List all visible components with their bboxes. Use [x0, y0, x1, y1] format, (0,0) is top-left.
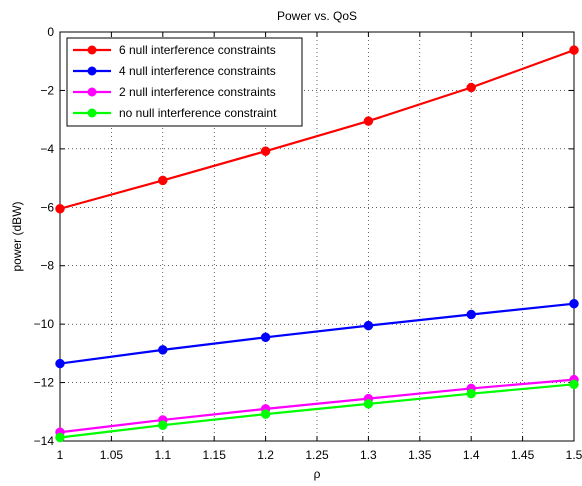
series-line	[59, 383, 575, 439]
legend-item: 2 null interference constraints	[73, 85, 276, 99]
x-tick-label: 1.05	[100, 448, 124, 462]
y-tick-label: −2	[40, 83, 54, 97]
legend-swatch-marker	[87, 87, 97, 97]
series-lines	[55, 45, 579, 443]
y-axis-label: power (dBW)	[10, 201, 24, 271]
y-tick-label: 0	[47, 25, 54, 39]
x-tick-label: 1	[57, 448, 64, 462]
legend-swatch-marker	[87, 45, 97, 55]
legend-label: 4 null interference constraints	[119, 64, 276, 78]
series-line	[59, 378, 575, 434]
legend-swatch-marker	[87, 108, 97, 118]
series-4	[55, 379, 579, 443]
data-point	[466, 82, 476, 93]
legend-swatch-marker	[87, 66, 97, 76]
legend-label: 2 null interference constraints	[119, 85, 276, 99]
x-tick-label: 1.1	[154, 448, 171, 462]
y-tick-label: −8	[40, 259, 54, 273]
data-point	[466, 309, 476, 320]
x-tick-label: 1.2	[257, 448, 274, 462]
chart-title: Power vs. QoS	[277, 9, 357, 23]
x-tick-label: 1.35	[408, 448, 432, 462]
x-tick-label: 1.45	[511, 448, 535, 462]
data-point	[363, 116, 374, 126]
legend-item: 4 null interference constraints	[73, 64, 276, 78]
data-point	[260, 332, 271, 343]
x-tick-label: 1.5	[566, 448, 582, 462]
series-line	[59, 49, 575, 210]
y-tick-label: −4	[40, 142, 54, 156]
x-tick-label: 1.15	[203, 448, 227, 462]
data-point	[363, 399, 374, 409]
y-tick-label: −14	[34, 434, 55, 448]
x-axis-label: ρ	[314, 467, 321, 481]
series-line	[59, 302, 575, 365]
data-point	[158, 420, 168, 430]
legend-box	[66, 37, 303, 127]
data-point	[158, 345, 168, 355]
legend-label: no null interference constraint	[119, 106, 277, 120]
axis-ticks: 1 1.05 1.1 1.15 1.2 1.25 1.3 1.35 1.4 1.45 1.5 0 −2 −…	[34, 25, 582, 462]
series-2	[55, 298, 579, 369]
data-point	[55, 203, 65, 214]
data-point	[363, 320, 374, 331]
y-tick-label: −6	[40, 200, 54, 214]
data-point	[569, 45, 579, 55]
data-point	[55, 358, 65, 369]
series-1	[55, 45, 579, 214]
legend-label: 6 null interference constraints	[119, 43, 276, 57]
data-point	[55, 432, 65, 443]
data-point	[569, 379, 579, 390]
x-tick-label: 1.4	[463, 448, 480, 462]
data-point	[569, 298, 579, 309]
x-tick-label: 1.25	[305, 448, 329, 462]
legend: 6 null interference constraints 4 null in…	[66, 37, 303, 127]
data-point	[466, 388, 476, 399]
legend-item: no null interference constraint	[73, 106, 277, 120]
x-tick-label: 1.3	[360, 448, 377, 462]
y-tick-label: −12	[34, 376, 55, 390]
data-point	[260, 146, 271, 156]
data-point	[260, 409, 271, 419]
y-tick-label: −10	[34, 317, 55, 331]
legend-item: 6 null interference constraints	[73, 43, 276, 57]
data-point	[158, 175, 168, 186]
